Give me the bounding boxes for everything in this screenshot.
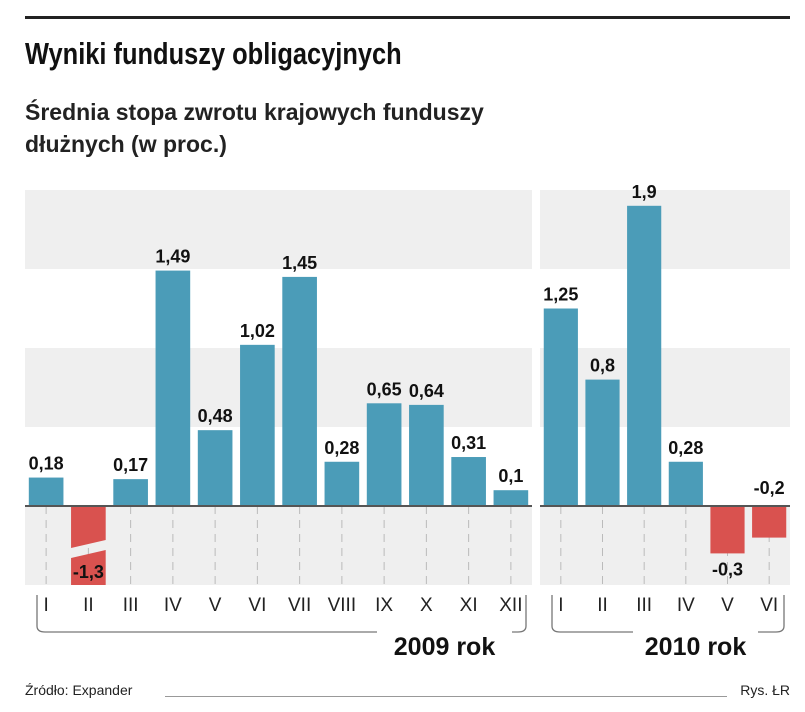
bar <box>324 461 360 506</box>
group-bracket <box>551 595 785 633</box>
data-label: 1,25 <box>543 285 578 305</box>
bar <box>451 457 486 506</box>
data-label: 1,45 <box>282 253 317 273</box>
data-label: 0,8 <box>590 356 615 376</box>
x-tick-label: XI <box>460 595 478 616</box>
data-label: 1,9 <box>632 182 657 202</box>
bar <box>366 403 402 506</box>
background-band <box>540 348 790 427</box>
bar <box>282 276 317 506</box>
bracket-gap <box>377 628 512 638</box>
data-label: -0,2 <box>754 478 785 498</box>
data-label: 0,28 <box>668 438 703 458</box>
x-tick-label: IV <box>677 595 695 616</box>
x-tick-label: VIII <box>328 595 357 616</box>
bar <box>752 506 787 538</box>
data-label: -0,3 <box>712 559 743 579</box>
data-label: 0,65 <box>367 379 402 399</box>
bar <box>28 477 64 506</box>
x-tick-label: IX <box>375 595 393 616</box>
x-tick-label: XII <box>499 595 522 616</box>
bar <box>113 479 148 506</box>
background-band <box>25 348 532 427</box>
bar <box>197 430 233 506</box>
bar <box>543 308 578 506</box>
bar <box>155 270 191 506</box>
data-label: 1,02 <box>240 321 275 341</box>
x-tick-label: III <box>636 595 652 616</box>
negative-band <box>540 506 790 585</box>
x-tick-label: II <box>83 595 94 616</box>
data-label: 0,31 <box>451 433 486 453</box>
x-tick-label: I <box>43 595 48 616</box>
x-tick-label: VI <box>248 595 266 616</box>
bracket-gap <box>633 628 758 638</box>
bar <box>240 344 275 506</box>
group-bracket <box>36 595 527 633</box>
data-label: 0,18 <box>29 454 64 474</box>
data-label: 0,28 <box>324 438 359 458</box>
x-tick-label: V <box>209 595 222 616</box>
x-tick-label: IV <box>164 595 182 616</box>
background-band <box>25 190 532 269</box>
data-label: 0,1 <box>498 466 523 486</box>
data-label: 0,64 <box>409 381 444 401</box>
data-label: 1,49 <box>155 247 190 267</box>
top-rule <box>25 16 790 19</box>
credit-note: Rys. ŁR <box>740 682 790 698</box>
bar <box>493 490 529 506</box>
bar <box>710 506 745 554</box>
data-label: 0,48 <box>198 406 233 426</box>
source-rule <box>165 696 727 697</box>
x-tick-label: VII <box>288 595 311 616</box>
chart-title: Wyniki funduszy obligacyjnych <box>25 36 402 71</box>
group-label: 2009 rok <box>394 633 496 661</box>
x-tick-label: VI <box>760 595 778 616</box>
background-band <box>540 190 790 269</box>
negative-band <box>25 506 532 585</box>
bar <box>409 404 444 506</box>
bar <box>71 506 106 548</box>
bar <box>668 461 703 506</box>
bar <box>71 550 106 585</box>
group-label: 2010 rok <box>645 633 747 661</box>
x-tick-label: II <box>597 595 608 616</box>
data-label: 0,17 <box>113 455 148 475</box>
bar <box>585 379 620 506</box>
x-tick-label: V <box>721 595 734 616</box>
x-tick-label: III <box>123 595 139 616</box>
source-note: Źródło: Expander <box>25 682 133 698</box>
chart-subtitle: Średnia stopa zwrotu krajowych funduszy … <box>25 99 484 157</box>
data-label: -1,3 <box>73 562 104 582</box>
bar <box>627 205 662 507</box>
x-tick-label: X <box>420 595 433 616</box>
x-tick-label: I <box>558 595 563 616</box>
